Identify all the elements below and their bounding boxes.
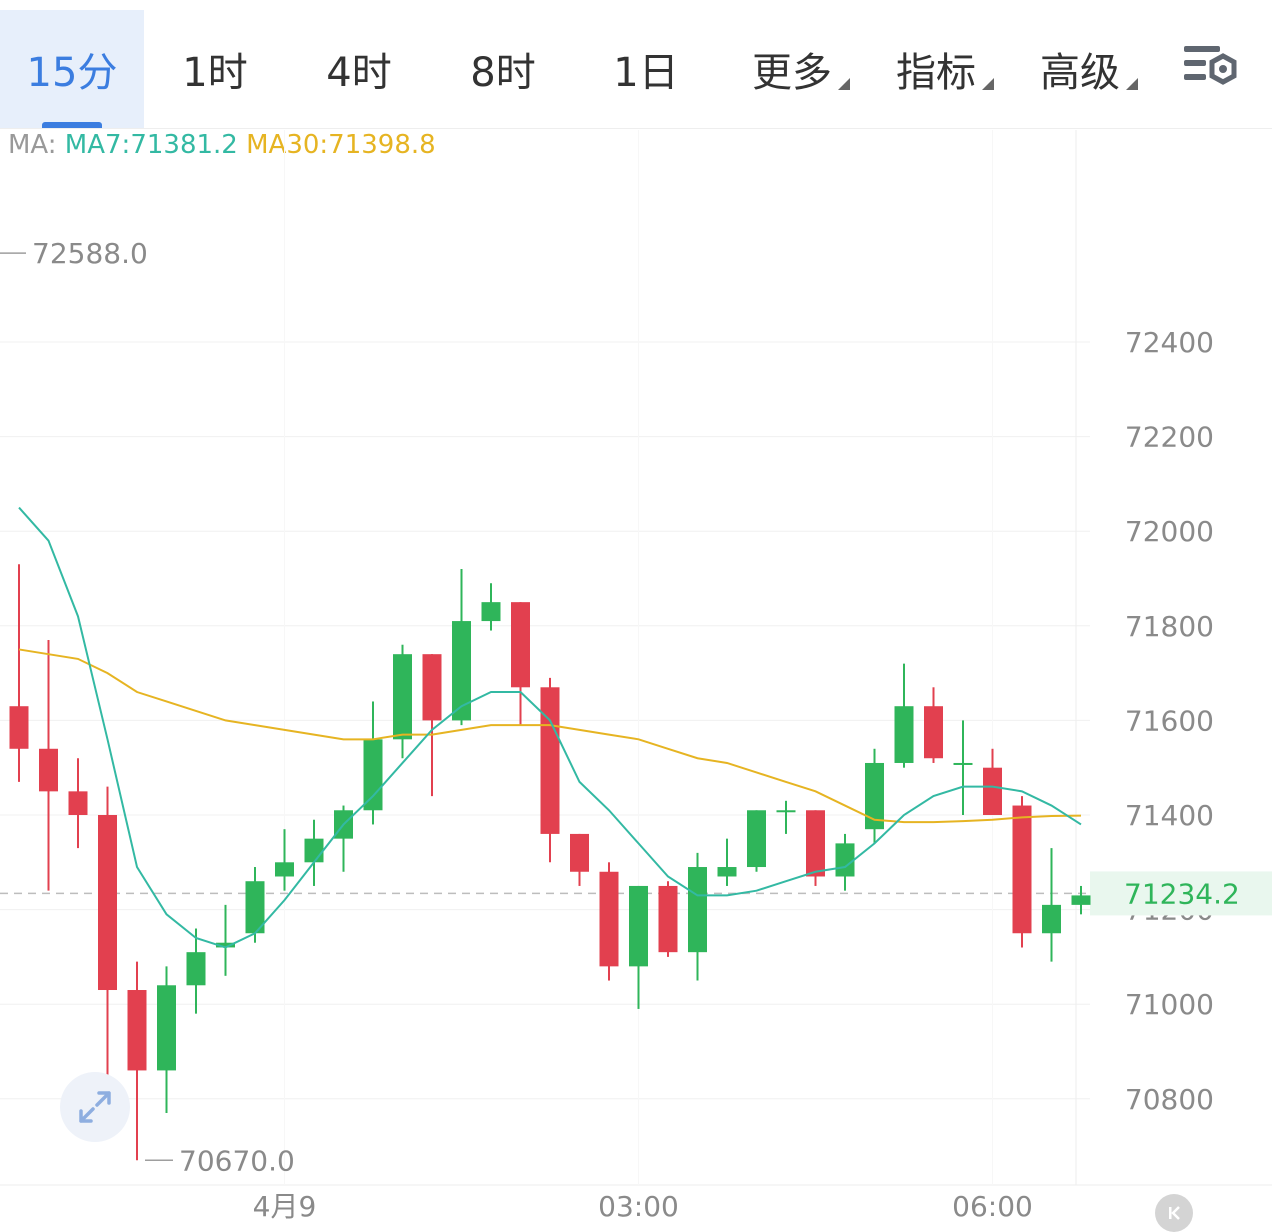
last-price-label-bg bbox=[1090, 871, 1272, 916]
y-tick-label: 71600 bbox=[1125, 704, 1214, 737]
y-tick-label: 71800 bbox=[1125, 610, 1214, 643]
candle-up bbox=[393, 654, 412, 740]
ma7-line bbox=[18, 506, 1082, 949]
candle-up bbox=[865, 762, 884, 830]
y-tick-label: 70800 bbox=[1125, 1083, 1214, 1116]
y-tick-label: 72000 bbox=[1125, 515, 1214, 548]
low-marker-label: 70670.0 bbox=[179, 1144, 295, 1177]
y-tick-label: 71400 bbox=[1125, 799, 1214, 832]
candle-down bbox=[658, 885, 678, 953]
ma30-line bbox=[18, 648, 1082, 824]
tab-15min[interactable]: 15分 bbox=[0, 10, 144, 128]
candle-down bbox=[98, 815, 117, 991]
fullscreen-button[interactable] bbox=[60, 1072, 130, 1142]
candle-down bbox=[511, 602, 530, 688]
skip-to-end-icon bbox=[1169, 1206, 1180, 1220]
candle-up bbox=[452, 621, 471, 721]
advanced-caret-icon bbox=[1126, 78, 1138, 90]
indicators-caret-icon bbox=[982, 78, 994, 90]
candle-up bbox=[245, 881, 265, 934]
candle-down bbox=[570, 833, 589, 872]
candle-up bbox=[304, 838, 324, 863]
tab-1d[interactable]: 1日 bbox=[613, 50, 679, 96]
candle-up bbox=[747, 810, 766, 868]
more-label: 更多 bbox=[752, 50, 832, 96]
candle-up bbox=[717, 867, 737, 877]
candle-down bbox=[1012, 805, 1032, 934]
candle-up bbox=[157, 985, 176, 1071]
candle-up bbox=[688, 867, 707, 953]
candle-down bbox=[127, 990, 147, 1071]
x-tick-label: 06:00 bbox=[952, 1190, 1033, 1223]
indicators-dropdown[interactable]: 指标 bbox=[896, 10, 994, 128]
expand-icon bbox=[79, 1091, 111, 1123]
ma7-value: MA7:71381.2 bbox=[64, 130, 238, 160]
advanced-dropdown[interactable]: 高级 bbox=[1040, 10, 1138, 128]
candle-up bbox=[481, 602, 501, 622]
candle-up bbox=[776, 810, 796, 813]
more-caret-icon bbox=[838, 78, 850, 90]
candle-down bbox=[806, 810, 825, 877]
ma-legend: MA: MA7:71381.2 MA30:71398.8 bbox=[8, 130, 436, 160]
x-tick-label: 03:00 bbox=[598, 1190, 679, 1223]
candle-down bbox=[422, 654, 442, 721]
x-tick-label: 4月9 bbox=[253, 1190, 317, 1223]
candle-up bbox=[186, 952, 206, 986]
candle-up bbox=[953, 762, 973, 765]
indicators-label: 指标 bbox=[896, 50, 976, 96]
chart-settings-button[interactable] bbox=[1182, 42, 1242, 94]
candle-down bbox=[540, 687, 560, 834]
ma-legend-prefix: MA: bbox=[8, 130, 57, 160]
period-toolbar: 15分 1时 4时 8时 1日 更多 指标 高级 bbox=[0, 0, 1272, 129]
candle-up bbox=[894, 706, 914, 763]
candle-up bbox=[275, 862, 294, 877]
candle-up bbox=[1042, 904, 1061, 934]
last-price-label: 71234.2 bbox=[1124, 877, 1240, 910]
y-tick-label: 71000 bbox=[1125, 988, 1214, 1021]
candle-up bbox=[1071, 895, 1091, 905]
candle-up bbox=[216, 942, 235, 948]
more-dropdown[interactable]: 更多 bbox=[752, 10, 850, 128]
y-tick-label: 72400 bbox=[1125, 326, 1214, 359]
candle-down bbox=[68, 791, 88, 815]
high-marker-label: 72588.0 bbox=[32, 237, 148, 270]
tab-8h[interactable]: 8时 bbox=[470, 50, 536, 96]
candle-down bbox=[9, 706, 29, 749]
tab-4h[interactable]: 4时 bbox=[326, 50, 392, 96]
tab-1h[interactable]: 1时 bbox=[182, 50, 248, 96]
ma30-value: MA30:71398.8 bbox=[246, 130, 436, 160]
candle-down bbox=[39, 748, 58, 792]
candle-down bbox=[599, 871, 619, 967]
candle-down bbox=[983, 767, 1002, 815]
candle-down bbox=[924, 706, 943, 759]
scroll-to-latest-button[interactable] bbox=[1155, 1194, 1193, 1232]
candle-up bbox=[835, 843, 855, 877]
chart-settings-icon bbox=[1184, 46, 1237, 85]
candle-up bbox=[629, 885, 648, 967]
candle-up bbox=[363, 739, 383, 811]
advanced-label: 高级 bbox=[1040, 50, 1120, 96]
y-tick-label: 72200 bbox=[1125, 421, 1214, 454]
